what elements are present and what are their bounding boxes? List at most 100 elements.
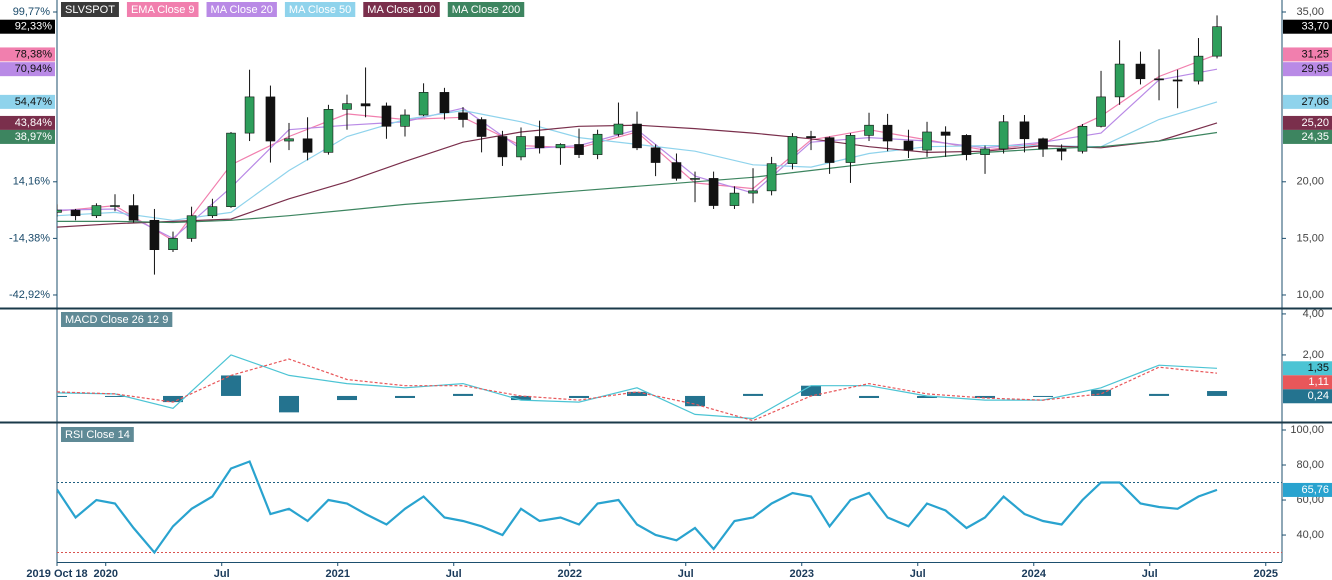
candle-body <box>845 135 856 163</box>
histogram-bar <box>279 395 300 413</box>
value-tag-label: 25,20 <box>1301 117 1329 129</box>
legend-item: SLVSPOT <box>65 4 115 16</box>
histogram-bar <box>1207 391 1228 396</box>
histogram-bar <box>801 385 822 396</box>
y-tick-label: -14,38% <box>9 232 50 244</box>
value-tag <box>0 19 55 34</box>
histogram-bar <box>1033 395 1054 397</box>
candle-body <box>806 136 816 138</box>
histogram-bar <box>569 395 590 399</box>
value-tag <box>0 94 55 109</box>
candle-body <box>128 205 139 221</box>
candle-body <box>381 105 392 127</box>
value-tag <box>0 62 55 77</box>
value-tag <box>0 129 55 144</box>
candle-body <box>708 178 719 206</box>
candle-body <box>91 205 102 217</box>
value-tag-label: 78,38% <box>15 48 53 60</box>
candle-body <box>980 148 990 155</box>
candle-body <box>1114 63 1125 98</box>
y-tick-label: 15,00 <box>1296 232 1324 244</box>
candle-body <box>186 215 197 239</box>
candle-body <box>961 135 972 155</box>
value-tag-label: 1,11 <box>1308 376 1329 388</box>
candle-body <box>613 123 624 135</box>
plot-area <box>57 15 1222 275</box>
value-tag <box>1283 129 1332 144</box>
x-tick-label: Jul <box>910 568 926 580</box>
x-tick-label: Jul <box>678 568 694 580</box>
value-tag-label: 54,47% <box>15 96 53 108</box>
value-tag-label: 92,33% <box>15 21 53 33</box>
value-tag <box>1283 19 1332 34</box>
histogram-bar <box>337 395 358 401</box>
legend-item-box <box>206 2 277 17</box>
y-tick-label: 35,00 <box>1296 6 1324 18</box>
candle-body <box>244 96 255 134</box>
value-tag <box>1283 62 1332 77</box>
x-tick-label: Jul <box>446 568 462 580</box>
candle-body <box>302 138 313 153</box>
legend-item-box <box>363 2 440 17</box>
candle-body <box>476 119 487 137</box>
y-tick-label: 100,00 <box>1290 424 1324 436</box>
plot-area <box>57 460 1282 555</box>
y-tick-label: 2,00 <box>1303 349 1324 361</box>
legend-item-box <box>126 2 199 17</box>
histogram-bar <box>685 395 706 407</box>
x-tick-label: 2020 <box>93 568 117 580</box>
candle-body <box>864 124 874 136</box>
candle-body <box>882 124 893 142</box>
candle-body <box>207 206 218 217</box>
candle-body <box>1096 96 1106 127</box>
y-tick-label: 4,00 <box>1303 308 1324 320</box>
value-tag <box>1283 115 1332 130</box>
candle-body <box>497 136 508 158</box>
value-tag-label: 33,70 <box>1301 21 1329 33</box>
value-tag <box>1283 361 1332 376</box>
candle-body <box>903 140 914 151</box>
line <box>57 358 1218 422</box>
candle-body <box>1212 26 1222 57</box>
plot-area <box>57 354 1228 422</box>
histogram-bar <box>453 393 474 396</box>
histogram-bar <box>743 393 764 396</box>
candle-body <box>110 205 120 207</box>
panel-title-box <box>61 312 173 327</box>
value-tag <box>1283 47 1332 62</box>
candle-body <box>1077 126 1088 152</box>
candle-body <box>998 121 1009 150</box>
x-tick-label: 2024 <box>1022 568 1047 580</box>
histogram-bar <box>511 395 532 401</box>
y-tick-label: 99,77% <box>13 6 51 18</box>
candle-body <box>226 132 236 207</box>
legend-item: EMA Close 9 <box>131 4 195 16</box>
candle-body <box>1056 148 1067 152</box>
legend-item-box <box>61 2 119 17</box>
line <box>57 354 1218 420</box>
value-tag-label: 31,25 <box>1301 48 1329 60</box>
value-tag-label: 0,24 <box>1308 390 1329 402</box>
histogram-bar <box>105 395 126 397</box>
histogram-bar <box>859 395 880 399</box>
panel-title: RSI Close 14 <box>65 429 130 441</box>
candle-body <box>458 112 468 120</box>
legend-item-box <box>284 2 356 17</box>
x-tick-label: Jul <box>214 568 230 580</box>
candle-body <box>787 136 798 164</box>
value-tag <box>1283 389 1332 404</box>
candle-body <box>1038 138 1048 150</box>
y-tick-label: -42,92% <box>9 289 50 301</box>
y-tick-label: 20,00 <box>1296 176 1324 188</box>
candle-body <box>70 209 81 217</box>
candle-body <box>1193 55 1204 82</box>
y-tick-label: 40,00 <box>1296 529 1324 541</box>
candle-body <box>149 219 160 251</box>
x-tick-label: 2025 <box>1254 568 1278 580</box>
value-tag <box>0 47 55 62</box>
x-tick-label: 2022 <box>557 568 581 580</box>
candle-body <box>400 114 410 127</box>
histogram-bar <box>163 395 184 403</box>
